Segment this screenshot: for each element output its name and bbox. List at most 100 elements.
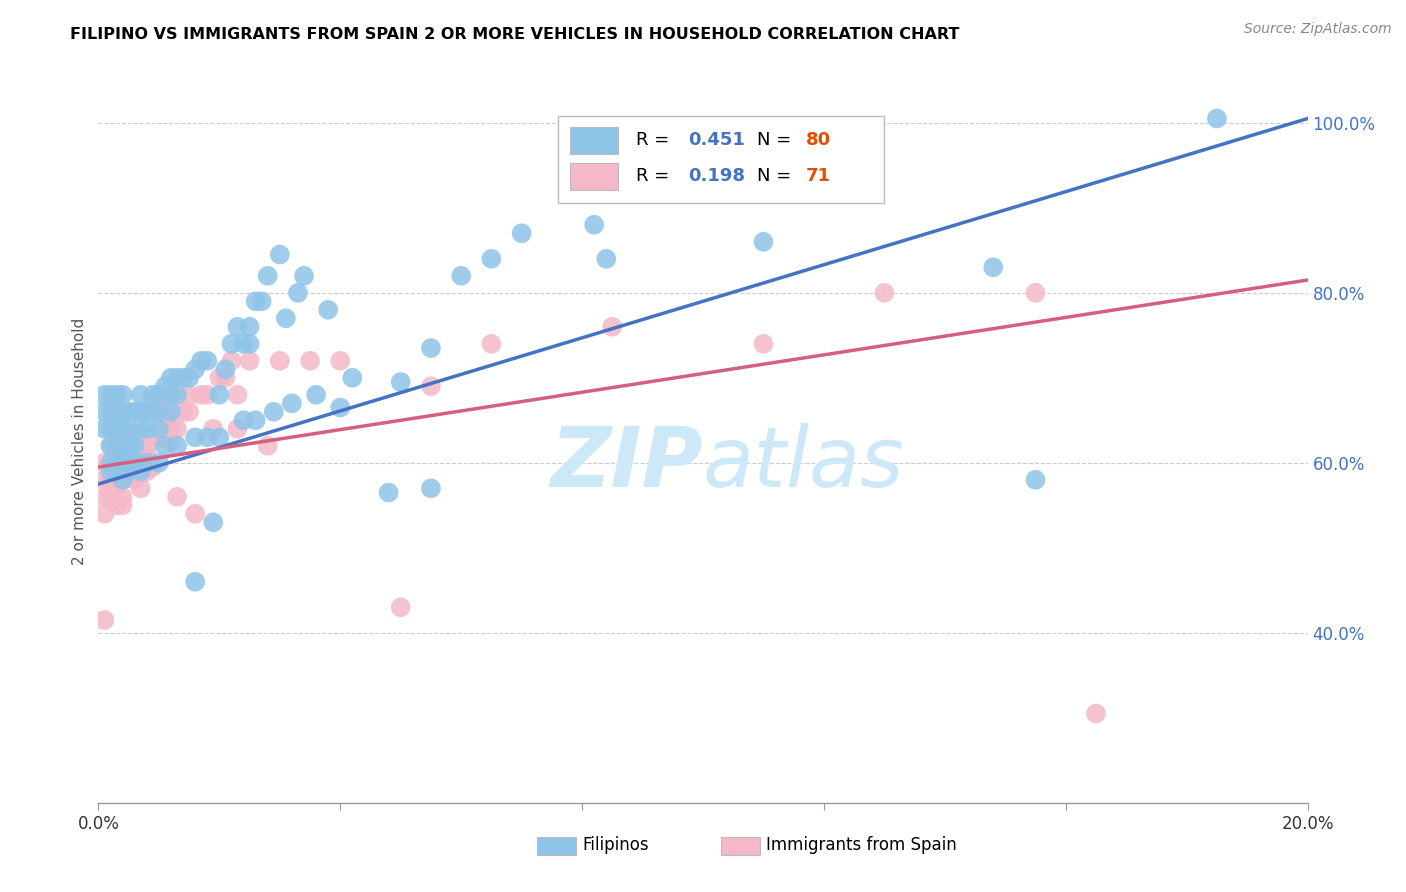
Point <box>93 507 115 521</box>
Text: ZIP: ZIP <box>550 423 703 504</box>
Text: R =: R = <box>637 167 675 185</box>
Point <box>100 490 122 504</box>
Text: R =: R = <box>637 130 675 149</box>
Point <box>166 439 188 453</box>
Point <box>118 405 141 419</box>
Point <box>105 481 128 495</box>
Point <box>135 464 157 478</box>
Point <box>274 311 297 326</box>
Point <box>124 456 146 470</box>
Point <box>105 481 128 495</box>
Point <box>583 218 606 232</box>
Point <box>232 413 254 427</box>
Text: Immigrants from Spain: Immigrants from Spain <box>766 837 956 855</box>
Point <box>129 447 152 461</box>
Point <box>135 447 157 461</box>
Point <box>179 371 201 385</box>
Point <box>148 456 170 470</box>
Point <box>160 434 183 449</box>
Text: 0.451: 0.451 <box>689 130 745 149</box>
Text: 80: 80 <box>806 130 831 149</box>
Point <box>195 353 218 368</box>
Point <box>100 464 122 478</box>
Point <box>420 341 443 355</box>
Point <box>202 516 225 530</box>
Y-axis label: 2 or more Vehicles in Household: 2 or more Vehicles in Household <box>72 318 87 566</box>
Point <box>166 490 188 504</box>
Point <box>111 447 134 461</box>
Point <box>118 422 141 436</box>
Point <box>105 456 128 470</box>
FancyBboxPatch shape <box>569 127 619 154</box>
Point <box>179 388 201 402</box>
Point <box>202 422 225 436</box>
Point <box>93 473 115 487</box>
Text: Filipinos: Filipinos <box>582 837 648 855</box>
Point <box>195 430 218 444</box>
Point <box>142 405 165 419</box>
Point <box>292 268 315 283</box>
Point <box>135 456 157 470</box>
Point <box>105 464 128 478</box>
Point <box>153 417 176 432</box>
Point <box>160 422 183 436</box>
Point <box>142 430 165 444</box>
Point <box>93 456 115 470</box>
Point <box>135 439 157 453</box>
Point <box>129 447 152 461</box>
Point <box>510 227 533 241</box>
Point <box>100 439 122 453</box>
Point <box>226 319 249 334</box>
Point <box>105 405 128 419</box>
Point <box>305 388 328 402</box>
Point <box>153 439 176 453</box>
Point <box>981 260 1004 275</box>
Point <box>105 498 128 512</box>
Point <box>100 422 122 436</box>
Point <box>250 294 273 309</box>
Point <box>124 434 146 449</box>
Point <box>239 336 262 351</box>
Point <box>118 447 141 461</box>
Point <box>190 388 212 402</box>
Point <box>195 388 218 402</box>
Point <box>93 490 115 504</box>
Point <box>166 388 188 402</box>
Point <box>100 439 122 453</box>
Point <box>129 422 152 436</box>
Point <box>450 268 472 283</box>
Point <box>111 388 134 402</box>
Point <box>100 456 122 470</box>
Point <box>179 405 201 419</box>
Point <box>245 413 267 427</box>
Point <box>148 388 170 402</box>
Point <box>118 464 141 478</box>
Point <box>135 422 157 436</box>
Point <box>166 422 188 436</box>
Point <box>389 600 412 615</box>
Point <box>287 285 309 300</box>
Point <box>100 388 122 402</box>
Point <box>105 422 128 436</box>
Point <box>129 481 152 495</box>
Point <box>160 405 183 419</box>
Point <box>105 413 128 427</box>
Point <box>226 388 249 402</box>
Point <box>214 362 236 376</box>
Point <box>93 405 115 419</box>
Point <box>239 353 262 368</box>
FancyBboxPatch shape <box>537 837 576 855</box>
Point <box>221 336 243 351</box>
Point <box>184 362 207 376</box>
Point <box>184 507 207 521</box>
Point <box>481 252 503 266</box>
Point <box>111 473 134 487</box>
Point <box>93 388 115 402</box>
Text: N =: N = <box>758 167 797 185</box>
Point <box>299 353 322 368</box>
Point <box>129 464 152 478</box>
Point <box>208 430 231 444</box>
Point <box>111 473 134 487</box>
Text: atlas: atlas <box>703 423 904 504</box>
Point <box>221 353 243 368</box>
